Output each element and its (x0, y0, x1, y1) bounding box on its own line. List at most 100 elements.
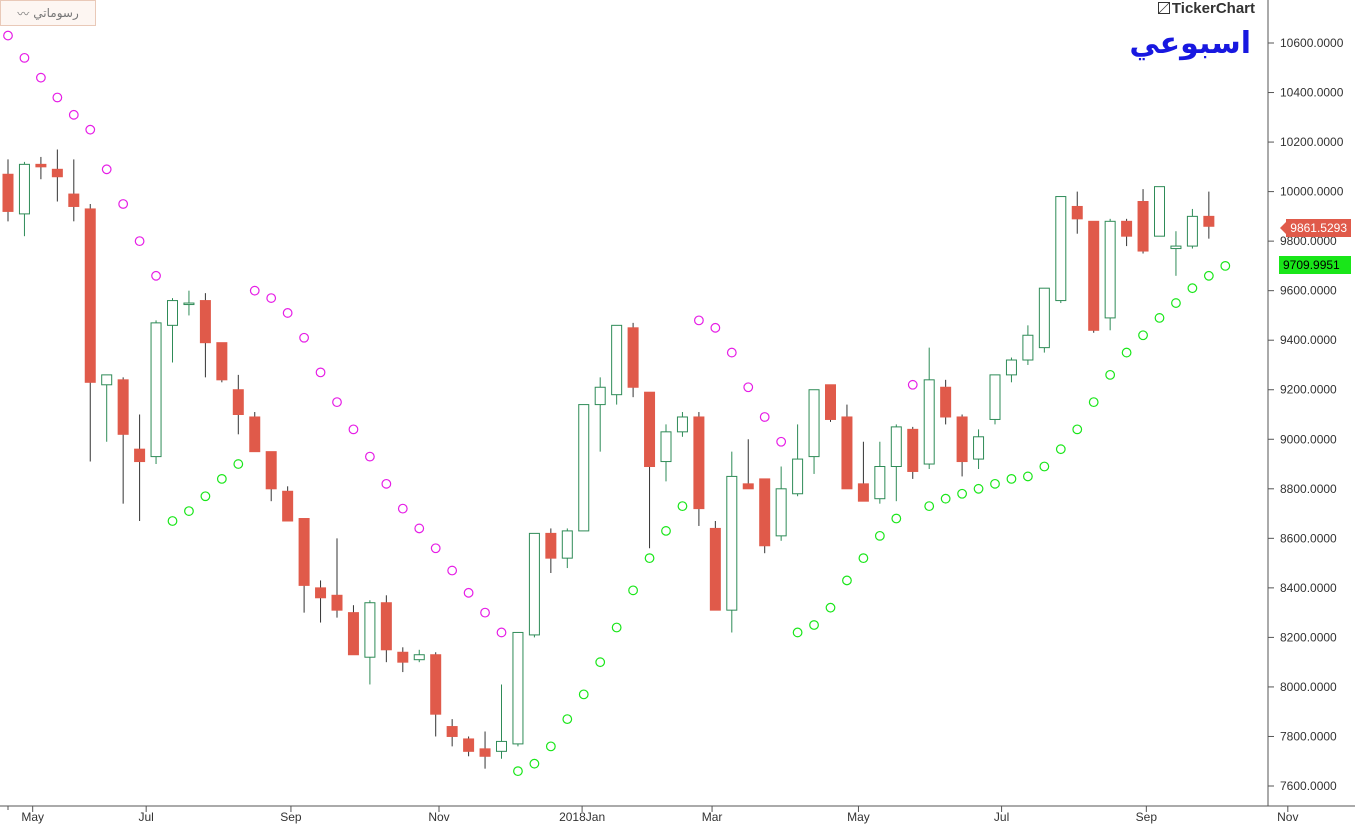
candle-body (347, 612, 359, 656)
candle-body (726, 475, 738, 611)
candle-body (545, 532, 557, 559)
candle (973, 429, 985, 469)
candle (644, 391, 656, 549)
y-axis: 7600.0000 7800.0000 8000.0000 8200.0000 8400… (1268, 36, 1344, 793)
candle-body (759, 478, 771, 547)
x-tick-label: May (847, 810, 870, 824)
sar-dot (134, 236, 145, 247)
candle-body (1022, 334, 1034, 361)
drawings-tab-label: رسوماتي (33, 6, 79, 20)
sar-dot (101, 164, 112, 175)
sar-dot (858, 553, 869, 564)
sar-dot (677, 501, 688, 512)
candle-body (594, 386, 606, 406)
candle (315, 580, 327, 623)
sar-dot (1006, 473, 1017, 484)
candle-body (792, 458, 804, 495)
x-tick-label: Nov (428, 810, 449, 824)
axis-lines (0, 0, 1355, 807)
sar-dot (743, 382, 754, 393)
candle (528, 532, 540, 638)
candle-body (463, 738, 475, 752)
drawings-tab[interactable]: 〰 رسوماتي (0, 0, 96, 26)
sar-dot (907, 379, 918, 390)
candle-body (150, 322, 162, 458)
sar-dot (611, 622, 622, 633)
candle (35, 156, 47, 180)
sar-dot (940, 493, 951, 504)
candle (68, 159, 80, 222)
sar-dot (990, 478, 1000, 489)
sar-dot (1171, 298, 1181, 308)
candle (298, 518, 310, 613)
sar-dot (414, 523, 425, 534)
candle-body (364, 602, 376, 658)
candle-body (265, 451, 277, 490)
sar-dot (644, 553, 655, 564)
candle-body (1186, 215, 1198, 247)
candle (1038, 287, 1050, 353)
sar-dot (282, 308, 293, 318)
candle (249, 412, 261, 453)
candle-body (232, 389, 244, 416)
sar-dot (496, 627, 507, 638)
candle-body (973, 436, 985, 460)
candle (1154, 186, 1165, 237)
candle (578, 404, 590, 532)
sar-dot (595, 657, 606, 668)
candle (101, 374, 113, 442)
candle-body (1055, 196, 1067, 302)
candle (496, 684, 507, 759)
candle-body (561, 530, 573, 559)
candle-body (167, 300, 178, 326)
sar-dot (726, 347, 737, 358)
sar-dot (1088, 397, 1099, 408)
candle (265, 451, 277, 502)
candle-body (18, 163, 30, 215)
sar-dot (1187, 283, 1198, 294)
candle (364, 600, 376, 685)
sar-dot (216, 473, 227, 484)
candle (1121, 218, 1133, 247)
sar-dot (809, 620, 819, 630)
sar-dot (1105, 369, 1116, 380)
y-tick-label: 9200.0000 (1280, 383, 1337, 397)
candle-body (841, 416, 853, 490)
candle-body (890, 426, 902, 468)
sar-dot (776, 436, 787, 447)
candle-body (857, 483, 869, 502)
candle (841, 404, 853, 490)
sar-dot (3, 30, 13, 41)
candle-body (397, 651, 409, 663)
parabolic-sar-series (3, 30, 1231, 777)
ticker-chart-logo-icon (1157, 2, 1170, 14)
candle-body (693, 416, 705, 510)
candle-body (512, 631, 524, 745)
candle-body (1005, 359, 1017, 376)
y-tick-label: 9600.0000 (1280, 284, 1337, 298)
candle-body (874, 466, 886, 500)
candle (660, 424, 672, 482)
candle (150, 320, 162, 465)
candle (676, 412, 688, 437)
sar-dot (1138, 330, 1148, 341)
y-tick-label: 8600.0000 (1280, 531, 1337, 545)
sar-dot (85, 124, 96, 135)
sar-dot (19, 52, 30, 63)
sar-dot (759, 412, 770, 422)
candle (167, 298, 178, 363)
y-tick-label: 9800.0000 (1280, 234, 1337, 248)
sar-dot (480, 607, 490, 618)
candle-body (2, 173, 14, 212)
x-tick-label: Mar (702, 810, 723, 824)
candle-body (825, 384, 836, 420)
candle-body (808, 389, 820, 458)
sar-dot (68, 109, 79, 120)
candle (808, 389, 820, 474)
brand-logo: TickerChart (1157, 0, 1255, 17)
candle (1203, 191, 1215, 239)
candle-body (709, 527, 721, 611)
x-tick-label: Nov (1277, 810, 1298, 824)
candle (989, 374, 1001, 425)
